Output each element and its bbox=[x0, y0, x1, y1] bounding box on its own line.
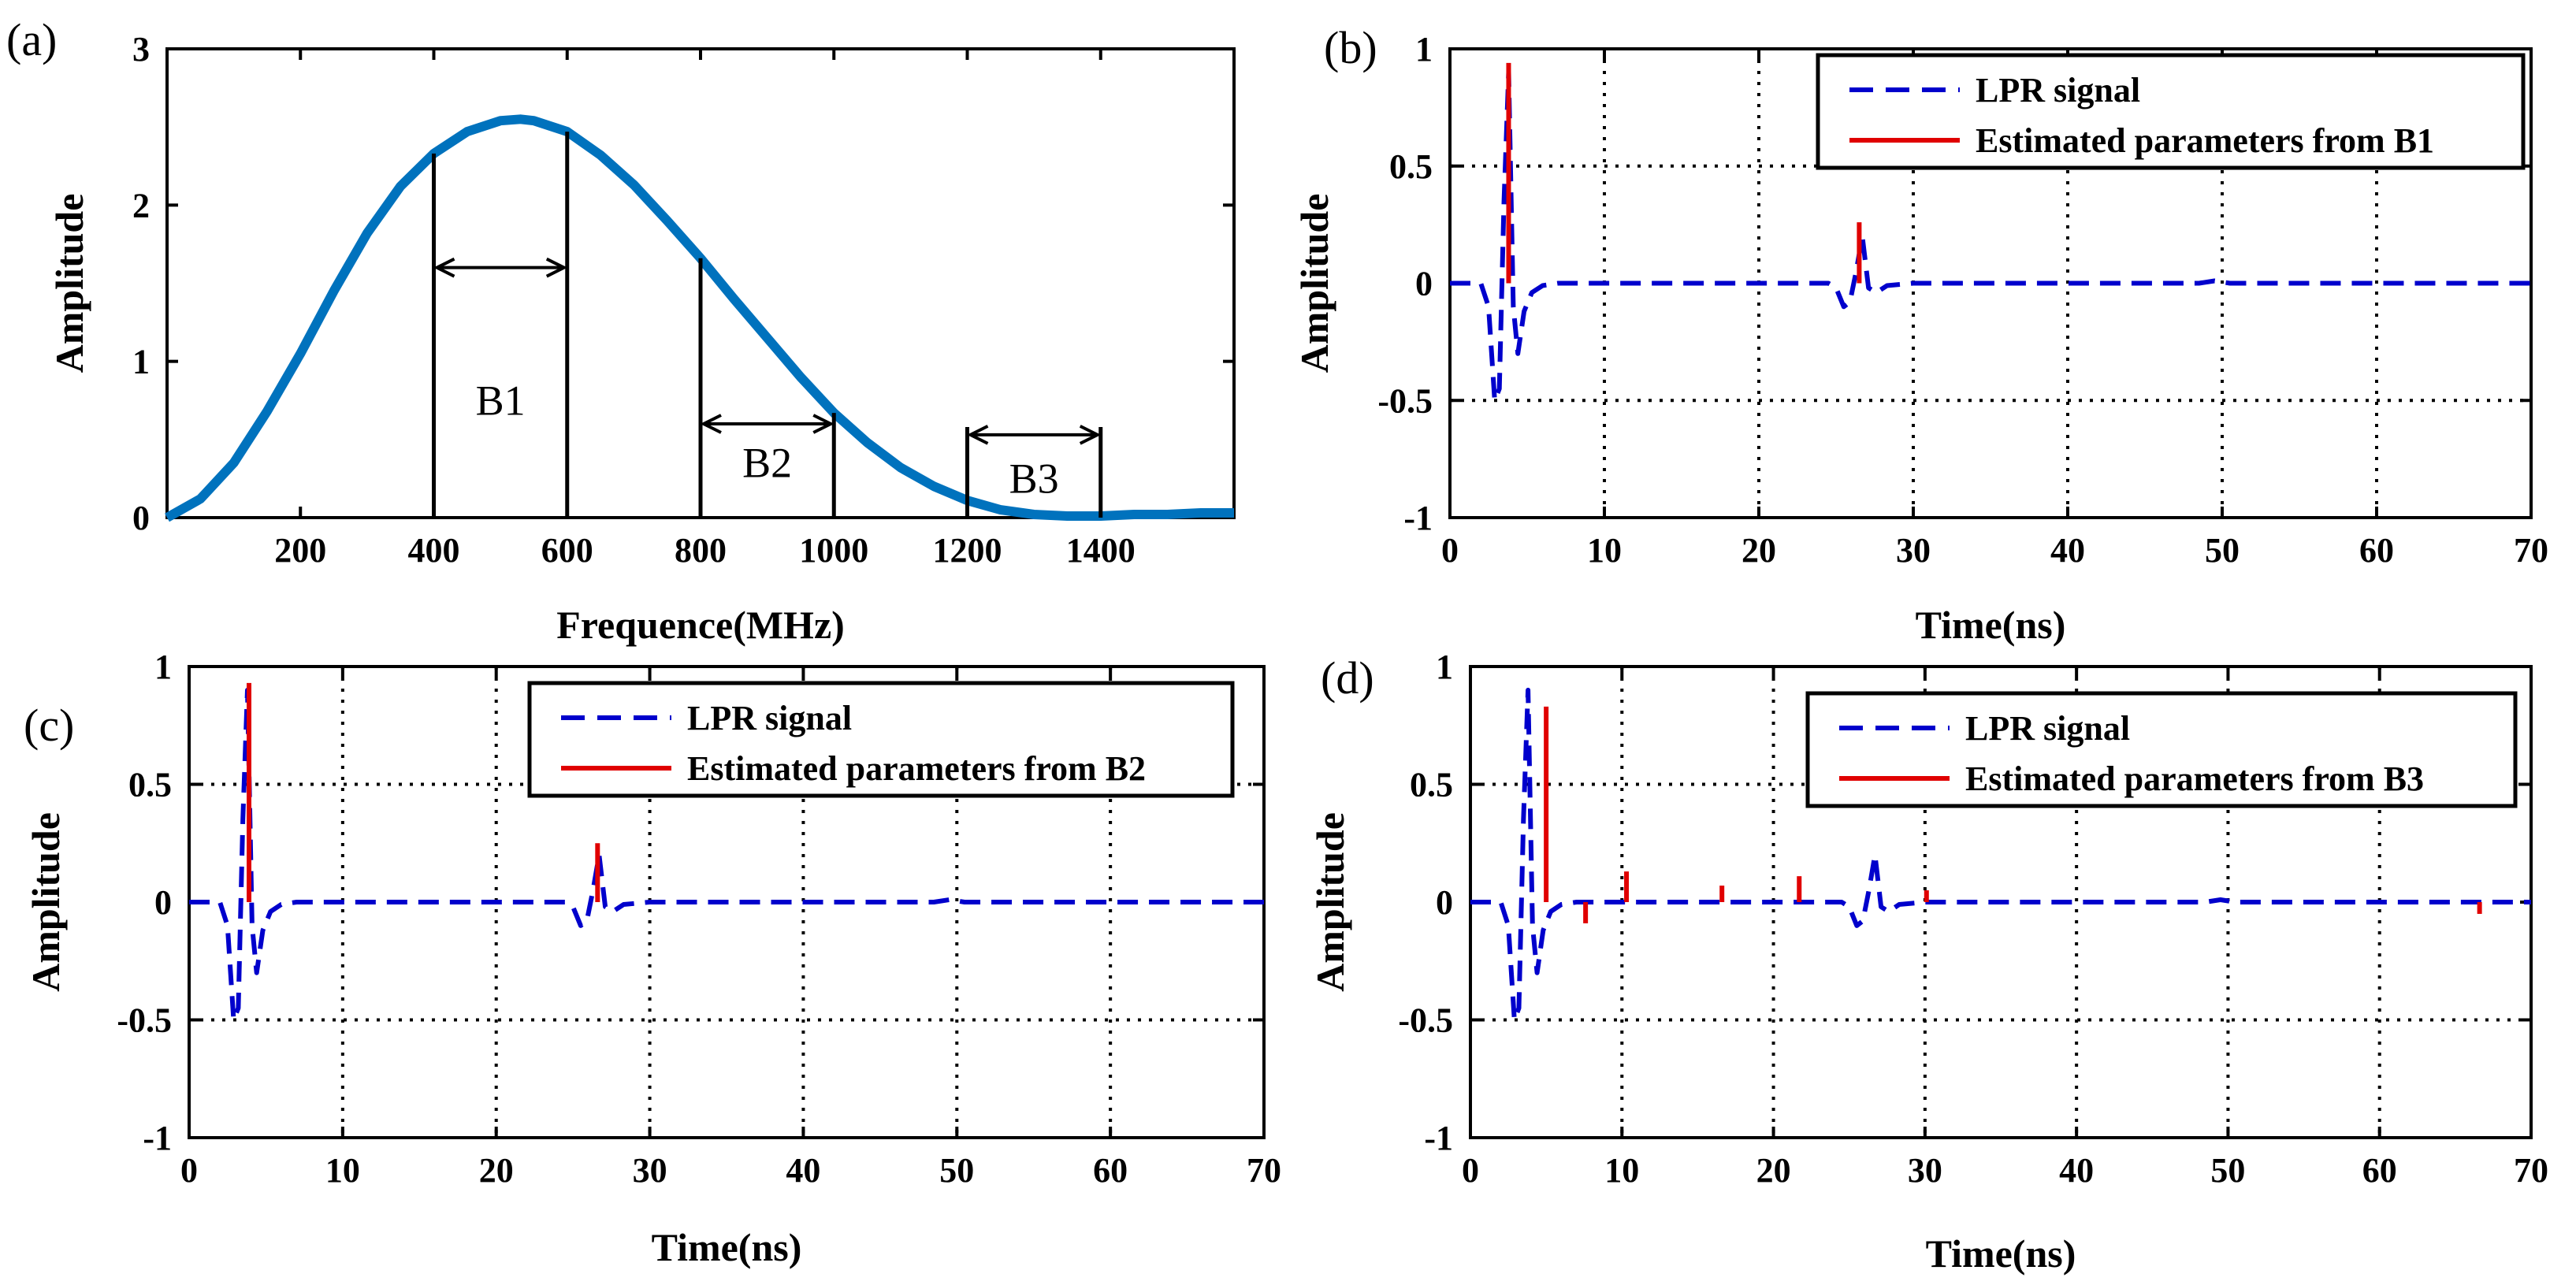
x-tick-label: 10 bbox=[325, 1151, 360, 1190]
y-axis-label: Amplitude bbox=[47, 194, 91, 373]
x-tick-label: 60 bbox=[2359, 531, 2394, 570]
series-line bbox=[165, 114, 1234, 522]
chart-panel-c: 0 10 20 30 40 50 60 70 -1 -0.5 0 0.5 1 Time(ns) Amplit… bbox=[24, 648, 1281, 1269]
legend-box bbox=[1816, 53, 2526, 170]
x-axis-label: Time(ns) bbox=[652, 1225, 802, 1269]
band-arrowhead bbox=[545, 257, 568, 278]
x-tick-label: 1200 bbox=[933, 531, 1002, 570]
x-tick-label: 40 bbox=[2059, 1151, 2094, 1190]
y-tick-label: 1 bbox=[1415, 30, 1433, 69]
x-tick-label: 1000 bbox=[799, 531, 868, 570]
panel-tag: (b) bbox=[1324, 22, 1377, 73]
x-tick-label: 50 bbox=[939, 1151, 974, 1190]
x-tick-label: 70 bbox=[2514, 531, 2548, 570]
x-tick-label: 30 bbox=[1896, 531, 1931, 570]
legend-label: LPR signal bbox=[1965, 709, 2130, 748]
series-line bbox=[1450, 69, 2531, 403]
legend-label: LPR signal bbox=[687, 699, 852, 737]
y-axis-label: Amplitude bbox=[1308, 812, 1352, 992]
chart-panel-b: 0 10 20 30 40 50 60 70 -1 -0.5 0 0.5 1 Time(ns) Amplit… bbox=[1292, 22, 2548, 647]
x-tick-label: 40 bbox=[786, 1151, 820, 1190]
legend-label: LPR signal bbox=[1976, 71, 2140, 110]
y-tick-label: 1 bbox=[1436, 648, 1453, 686]
x-tick-label: 200 bbox=[274, 531, 326, 570]
panel-tag: (a) bbox=[6, 14, 57, 65]
y-tick-label: -1 bbox=[143, 1119, 172, 1157]
x-tick-label: 20 bbox=[1756, 1151, 1791, 1190]
y-tick-label: 0.5 bbox=[1389, 147, 1433, 186]
x-tick-label: 30 bbox=[633, 1151, 667, 1190]
x-tick-label: 10 bbox=[1587, 531, 1622, 570]
x-tick-label: 50 bbox=[2205, 531, 2240, 570]
band-arrowhead bbox=[1079, 425, 1102, 445]
x-tick-label: 0 bbox=[180, 1151, 198, 1190]
band-label: B2 bbox=[742, 440, 792, 487]
series-line bbox=[189, 687, 1264, 1023]
x-tick-label: 20 bbox=[1741, 531, 1776, 570]
y-tick-label: 1 bbox=[132, 343, 150, 381]
chart-panel-a: 200 400 600 800 1000 1200 1400 0 1 2 3 Frequence(MH… bbox=[6, 14, 1236, 647]
legend-label: Estimated parameters from B3 bbox=[1965, 759, 2424, 798]
x-tick-label: 60 bbox=[2362, 1151, 2397, 1190]
x-tick-label: 800 bbox=[675, 531, 727, 570]
y-tick-label: 0 bbox=[1415, 265, 1433, 303]
legend-box bbox=[527, 681, 1235, 798]
legend: LPR signal Estimated parameters from B1 bbox=[1816, 53, 2526, 170]
x-tick-label: 50 bbox=[2210, 1151, 2245, 1190]
y-tick-label: -1 bbox=[1403, 499, 1433, 537]
y-tick-label: 1 bbox=[154, 648, 172, 686]
panel-tag: (c) bbox=[24, 700, 74, 751]
legend: LPR signal Estimated parameters from B3 bbox=[1805, 691, 2518, 808]
x-tick-label: 20 bbox=[479, 1151, 514, 1190]
y-tick-label: -0.5 bbox=[1377, 381, 1433, 420]
x-tick-label: 40 bbox=[2050, 531, 2085, 570]
y-tick-label: 2 bbox=[132, 186, 150, 225]
y-tick-label: -1 bbox=[1424, 1119, 1453, 1157]
legend: LPR signal Estimated parameters from B2 bbox=[527, 681, 1235, 798]
band-arrowhead bbox=[433, 257, 455, 278]
legend-label: Estimated parameters from B2 bbox=[687, 749, 1146, 788]
y-tick-label: 0 bbox=[1436, 883, 1453, 922]
y-tick-label: -0.5 bbox=[1398, 1001, 1453, 1040]
y-tick-label: 0 bbox=[132, 499, 150, 537]
panel-tag: (d) bbox=[1321, 652, 1374, 704]
y-axis-label: Amplitude bbox=[1292, 194, 1336, 373]
band-arrowhead bbox=[967, 425, 989, 445]
band-label: B1 bbox=[476, 377, 526, 424]
x-tick-label: 70 bbox=[2514, 1151, 2548, 1190]
x-tick-label: 600 bbox=[541, 531, 593, 570]
x-tick-label: 0 bbox=[1441, 531, 1459, 570]
x-tick-label: 60 bbox=[1093, 1151, 1128, 1190]
y-tick-label: -0.5 bbox=[117, 1001, 172, 1040]
y-tick-label: 3 bbox=[132, 30, 150, 69]
legend-label: Estimated parameters from B1 bbox=[1976, 121, 2434, 160]
legend-box bbox=[1805, 691, 2518, 808]
x-axis-label: Time(ns) bbox=[1916, 603, 2066, 647]
y-tick-label: 0.5 bbox=[1410, 766, 1453, 804]
series-line bbox=[1470, 687, 2531, 1023]
x-tick-label: 10 bbox=[1604, 1151, 1639, 1190]
y-tick-label: 0.5 bbox=[128, 766, 172, 804]
x-axis-label: Time(ns) bbox=[1926, 1231, 2076, 1276]
x-axis-label: Frequence(MHz) bbox=[556, 603, 845, 647]
x-tick-label: 0 bbox=[1462, 1151, 1479, 1190]
x-tick-label: 30 bbox=[1908, 1151, 1942, 1190]
y-axis-label: Amplitude bbox=[24, 812, 68, 992]
chart-panel-d: 0 10 20 30 40 50 60 70 -1 -0.5 0 0.5 1 Time(ns) Amplit… bbox=[1308, 648, 2548, 1276]
band-label: B3 bbox=[1009, 455, 1059, 502]
x-tick-label: 70 bbox=[1247, 1151, 1281, 1190]
x-tick-label: 400 bbox=[408, 531, 460, 570]
y-tick-label: 0 bbox=[154, 883, 172, 922]
x-tick-label: 1400 bbox=[1066, 531, 1136, 570]
band-arrowhead bbox=[700, 414, 722, 434]
band-arrowhead bbox=[812, 414, 835, 434]
